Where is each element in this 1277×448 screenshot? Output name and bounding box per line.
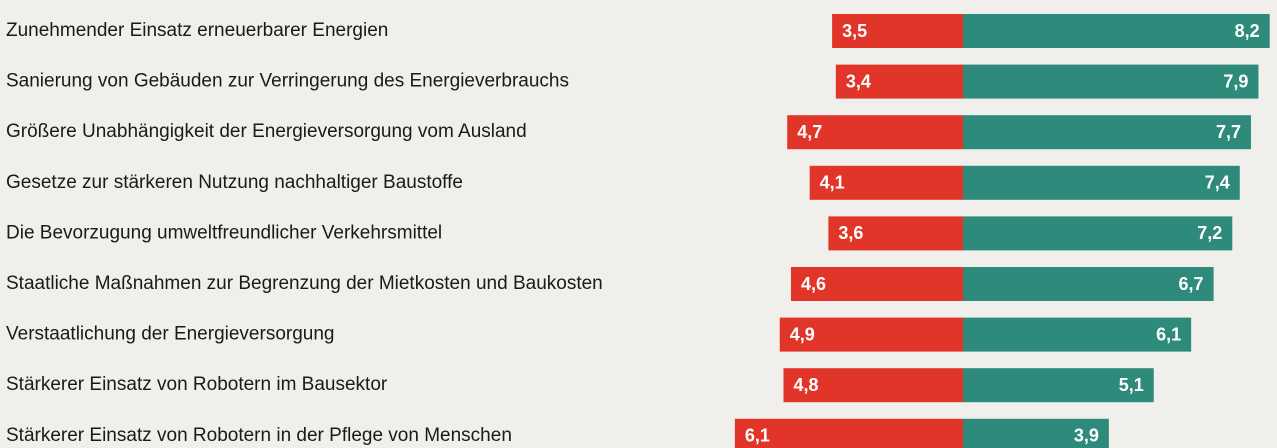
bar xyxy=(963,64,1259,99)
value-label: 6,1 xyxy=(745,426,770,446)
bar xyxy=(783,368,963,403)
bar xyxy=(835,64,963,99)
value-label: 4,6 xyxy=(801,274,826,294)
category-label: Die Bevorzugung umweltfreundlicher Verke… xyxy=(6,222,442,243)
value-label: 3,6 xyxy=(838,223,863,243)
value-label: 3,5 xyxy=(842,21,867,41)
value-label: 7,4 xyxy=(1205,173,1230,193)
value-label: 7,9 xyxy=(1223,71,1248,91)
category-label: Stärkerer Einsatz von Robotern in der Pf… xyxy=(6,425,512,446)
value-label: 4,9 xyxy=(790,324,815,344)
bar xyxy=(963,14,1270,48)
value-label: 6,1 xyxy=(1156,324,1181,344)
bar xyxy=(790,267,963,301)
bar xyxy=(963,267,1214,301)
category-label: Sanierung von Gebäuden zur Verringerung … xyxy=(6,71,569,92)
value-label: 7,2 xyxy=(1197,223,1222,243)
bar xyxy=(963,165,1240,200)
value-label: 6,7 xyxy=(1179,274,1204,294)
value-label: 3,4 xyxy=(846,71,871,91)
value-label: 4,1 xyxy=(820,173,845,193)
bar xyxy=(787,115,963,150)
bar xyxy=(832,14,963,48)
bar xyxy=(963,216,1233,251)
bar xyxy=(779,317,963,352)
bar xyxy=(963,317,1192,352)
bar xyxy=(963,115,1251,150)
value-label: 3,9 xyxy=(1074,426,1099,446)
category-label: Zunehmender Einsatz erneuerbarer Energie… xyxy=(6,20,388,41)
value-label: 4,8 xyxy=(793,375,818,395)
category-label: Gesetze zur stärkeren Nutzung nachhaltig… xyxy=(6,172,463,193)
value-label: 8,2 xyxy=(1235,21,1260,41)
bar xyxy=(809,165,963,200)
category-label: Stärkerer Einsatz von Robotern im Bausek… xyxy=(6,374,388,395)
bar xyxy=(963,418,1109,448)
value-label: 7,7 xyxy=(1216,122,1241,142)
bar xyxy=(734,418,963,448)
bar xyxy=(828,216,963,251)
bar xyxy=(963,368,1154,403)
category-label: Größere Unabhängigkeit der Energieversor… xyxy=(6,121,527,142)
value-label: 4,7 xyxy=(797,122,822,142)
category-label: Verstaatlichung der Energieversorgung xyxy=(6,324,334,345)
value-label: 5,1 xyxy=(1119,375,1144,395)
category-label: Staatliche Maßnahmen zur Begrenzung der … xyxy=(6,273,603,294)
